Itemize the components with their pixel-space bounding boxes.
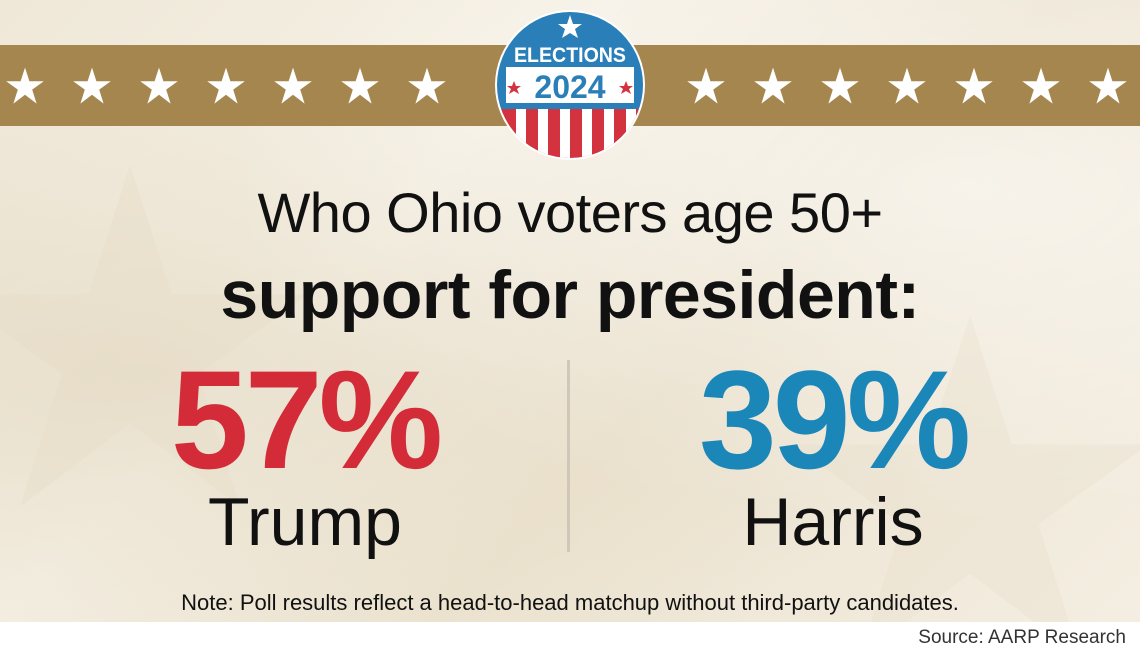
star-icon [6,67,44,104]
elections-badge: ELECTIONS 2024 [495,10,645,160]
badge-star-icon [507,81,521,94]
result-divider [567,360,570,552]
star-icon [754,67,792,104]
trump-percent: 57% [170,341,443,498]
harris-label: Harris [742,484,924,560]
star-icon [341,67,379,104]
trump-label: Trump [208,484,402,560]
star-icon [687,67,725,104]
star-icon [888,67,926,104]
star-icon [1089,67,1127,104]
left-stars [0,45,470,126]
star-icon [1022,67,1060,104]
star-icon [140,67,178,104]
badge-star-icon [558,15,582,38]
star-icon [955,67,993,104]
badge-line1: ELECTIONS [514,44,626,67]
right-stars [680,45,1140,126]
badge-line2: 2024 [534,69,605,105]
harris-percent: 39% [698,341,971,498]
star-icon [274,67,312,104]
background-star-icon [0,165,309,508]
source-credit: Source: AARP Research [918,627,1126,648]
star-icon [408,67,446,104]
star-icon [821,67,859,104]
star-icon [73,67,111,104]
star-icon [207,67,245,104]
background-star-icon [791,315,1140,622]
headline-line2: support for president: [220,257,920,333]
poll-graphic: ELECTIONS 2024 Who Ohio voters age 50+ s… [0,0,1140,622]
poll-note: Note: Poll results reflect a head-to-hea… [181,590,959,615]
badge-star-icon [619,81,633,94]
headline-line1: Who Ohio voters age 50+ [257,181,883,244]
